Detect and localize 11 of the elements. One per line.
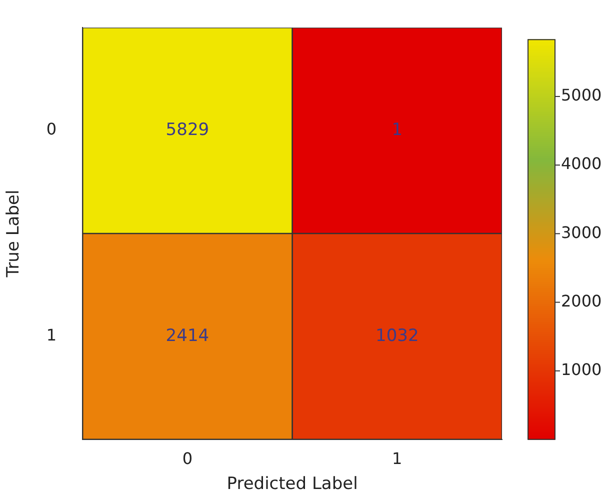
color-bar-label: 1000 bbox=[561, 360, 602, 380]
x-axis-title: Predicted Label bbox=[226, 474, 358, 494]
data-label: 5829 bbox=[166, 120, 210, 140]
color-bar-label: 5000 bbox=[561, 86, 602, 105]
data-label: 1032 bbox=[376, 326, 419, 346]
y-axis-title: True Label bbox=[4, 190, 24, 278]
color-bar-label: 3000 bbox=[561, 222, 602, 242]
data-label: 2414 bbox=[166, 326, 210, 346]
data-label: 1 bbox=[392, 120, 403, 140]
color-bar-label: 2000 bbox=[561, 291, 602, 310]
color-bar-label: 4000 bbox=[561, 154, 602, 174]
